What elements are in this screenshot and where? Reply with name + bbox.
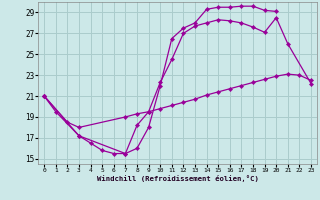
X-axis label: Windchill (Refroidissement éolien,°C): Windchill (Refroidissement éolien,°C) bbox=[97, 175, 259, 182]
